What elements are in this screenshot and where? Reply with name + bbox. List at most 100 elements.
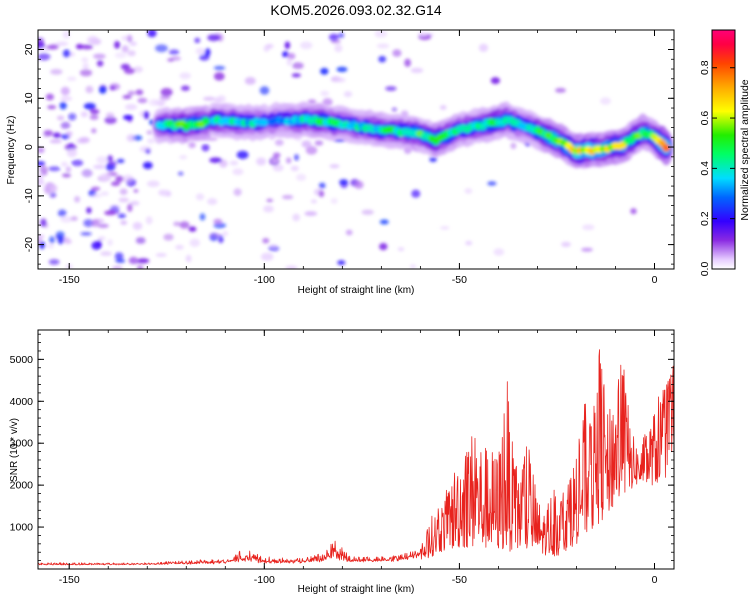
noise-blob bbox=[81, 57, 89, 63]
noise-blob bbox=[143, 111, 150, 120]
snr-x-axis-label: Height of straight line (km) bbox=[298, 584, 415, 595]
noise-blob bbox=[287, 52, 296, 60]
noise-blob bbox=[74, 196, 81, 203]
noise-blob bbox=[137, 258, 150, 264]
noise-blob bbox=[439, 105, 447, 110]
noise-blob bbox=[118, 197, 130, 203]
noise-blob bbox=[272, 164, 284, 172]
noise-blob bbox=[314, 140, 324, 146]
noise-blob bbox=[86, 207, 92, 214]
noise-blob bbox=[222, 231, 229, 237]
noise-blob bbox=[104, 210, 116, 216]
noise-blob bbox=[133, 66, 143, 73]
noise-blob bbox=[410, 67, 424, 73]
snr-series-line bbox=[38, 349, 674, 566]
noise-blob bbox=[82, 63, 89, 70]
noise-blob bbox=[136, 265, 144, 269]
noise-blob bbox=[114, 52, 127, 59]
noise-blob bbox=[378, 55, 387, 63]
noise-blob bbox=[179, 155, 188, 160]
y-tick-label: 2000 bbox=[10, 480, 34, 492]
noise-blob bbox=[379, 219, 389, 225]
noise-blob bbox=[168, 49, 180, 55]
noise-blob bbox=[581, 247, 593, 252]
noise-blob bbox=[98, 236, 106, 241]
noise-blob bbox=[43, 184, 56, 194]
noise-blob bbox=[265, 43, 274, 49]
noise-blob bbox=[81, 44, 93, 50]
noise-blob bbox=[305, 146, 318, 155]
colorbar-tick-label: 0.8 bbox=[699, 60, 711, 75]
noise-blob bbox=[229, 160, 239, 166]
noise-blob bbox=[107, 239, 113, 246]
noise-blob bbox=[188, 226, 197, 232]
noise-blob bbox=[320, 67, 329, 75]
noise-blob bbox=[80, 232, 92, 236]
noise-blob bbox=[203, 96, 216, 101]
noise-blob bbox=[79, 69, 93, 77]
noise-blob bbox=[286, 157, 292, 164]
noise-blob bbox=[630, 208, 637, 215]
noise-blob bbox=[207, 198, 218, 205]
noise-blob bbox=[123, 114, 133, 121]
noise-blob bbox=[417, 32, 428, 36]
ridge-blob bbox=[260, 118, 269, 127]
y-tick-label: 0 bbox=[23, 144, 35, 150]
noise-blob bbox=[282, 51, 289, 58]
noise-blob bbox=[100, 191, 109, 196]
noise-blob bbox=[294, 154, 299, 161]
spectrogram-x-axis-label: Height of straight line (km) bbox=[298, 285, 415, 296]
noise-blob bbox=[135, 89, 144, 96]
noise-blob bbox=[263, 205, 274, 213]
noise-blob bbox=[272, 152, 281, 158]
noise-blob bbox=[148, 99, 159, 106]
noise-blob bbox=[115, 175, 124, 183]
noise-blob bbox=[345, 229, 353, 236]
colorbar-label: Normalized spectral amplitude bbox=[739, 79, 750, 220]
noise-blob bbox=[135, 237, 146, 244]
noise-blob bbox=[80, 170, 94, 176]
y-tick-label: 5000 bbox=[10, 354, 34, 366]
noise-blob bbox=[271, 158, 279, 164]
noise-blob bbox=[99, 172, 112, 181]
noise-blob bbox=[391, 107, 397, 112]
noise-blob bbox=[83, 102, 96, 110]
noise-blob bbox=[173, 221, 181, 227]
noise-blob bbox=[106, 160, 117, 167]
noise-blob bbox=[49, 139, 62, 144]
noise-blob bbox=[121, 35, 134, 41]
noise-blob bbox=[155, 44, 168, 53]
noise-blob bbox=[142, 161, 153, 170]
noise-blob bbox=[91, 128, 97, 134]
noise-blob bbox=[328, 33, 339, 41]
noise-blob bbox=[194, 37, 201, 44]
noise-blob bbox=[266, 198, 274, 203]
noise-blob bbox=[213, 218, 223, 224]
noise-blob bbox=[127, 90, 136, 96]
noise-blob bbox=[233, 188, 242, 197]
noise-blob bbox=[259, 86, 270, 95]
spectrogram-y-axis-label: Frequency (Hz) bbox=[6, 116, 17, 185]
noise-blob bbox=[60, 121, 71, 129]
noise-blob bbox=[60, 96, 73, 102]
noise-blob bbox=[284, 41, 291, 50]
noise-blob bbox=[96, 60, 104, 67]
noise-blob bbox=[120, 220, 128, 225]
noise-blob bbox=[392, 49, 402, 57]
noise-blob bbox=[132, 222, 143, 230]
noise-blob bbox=[89, 109, 100, 115]
noise-blob bbox=[120, 63, 131, 70]
noise-blob bbox=[38, 52, 51, 61]
noise-blob bbox=[66, 148, 78, 158]
noise-blob bbox=[376, 43, 390, 49]
noise-blob bbox=[38, 161, 46, 166]
noise-blob bbox=[201, 144, 210, 152]
snr-panel: -150 -100 -50 0 1000 2000 3000 4000 5000 Height … bbox=[9, 329, 675, 595]
noise-blob bbox=[56, 115, 65, 121]
noise-blob bbox=[160, 88, 173, 97]
noise-blob bbox=[91, 241, 102, 250]
noise-blob bbox=[318, 182, 326, 189]
noise-blob bbox=[91, 219, 100, 227]
